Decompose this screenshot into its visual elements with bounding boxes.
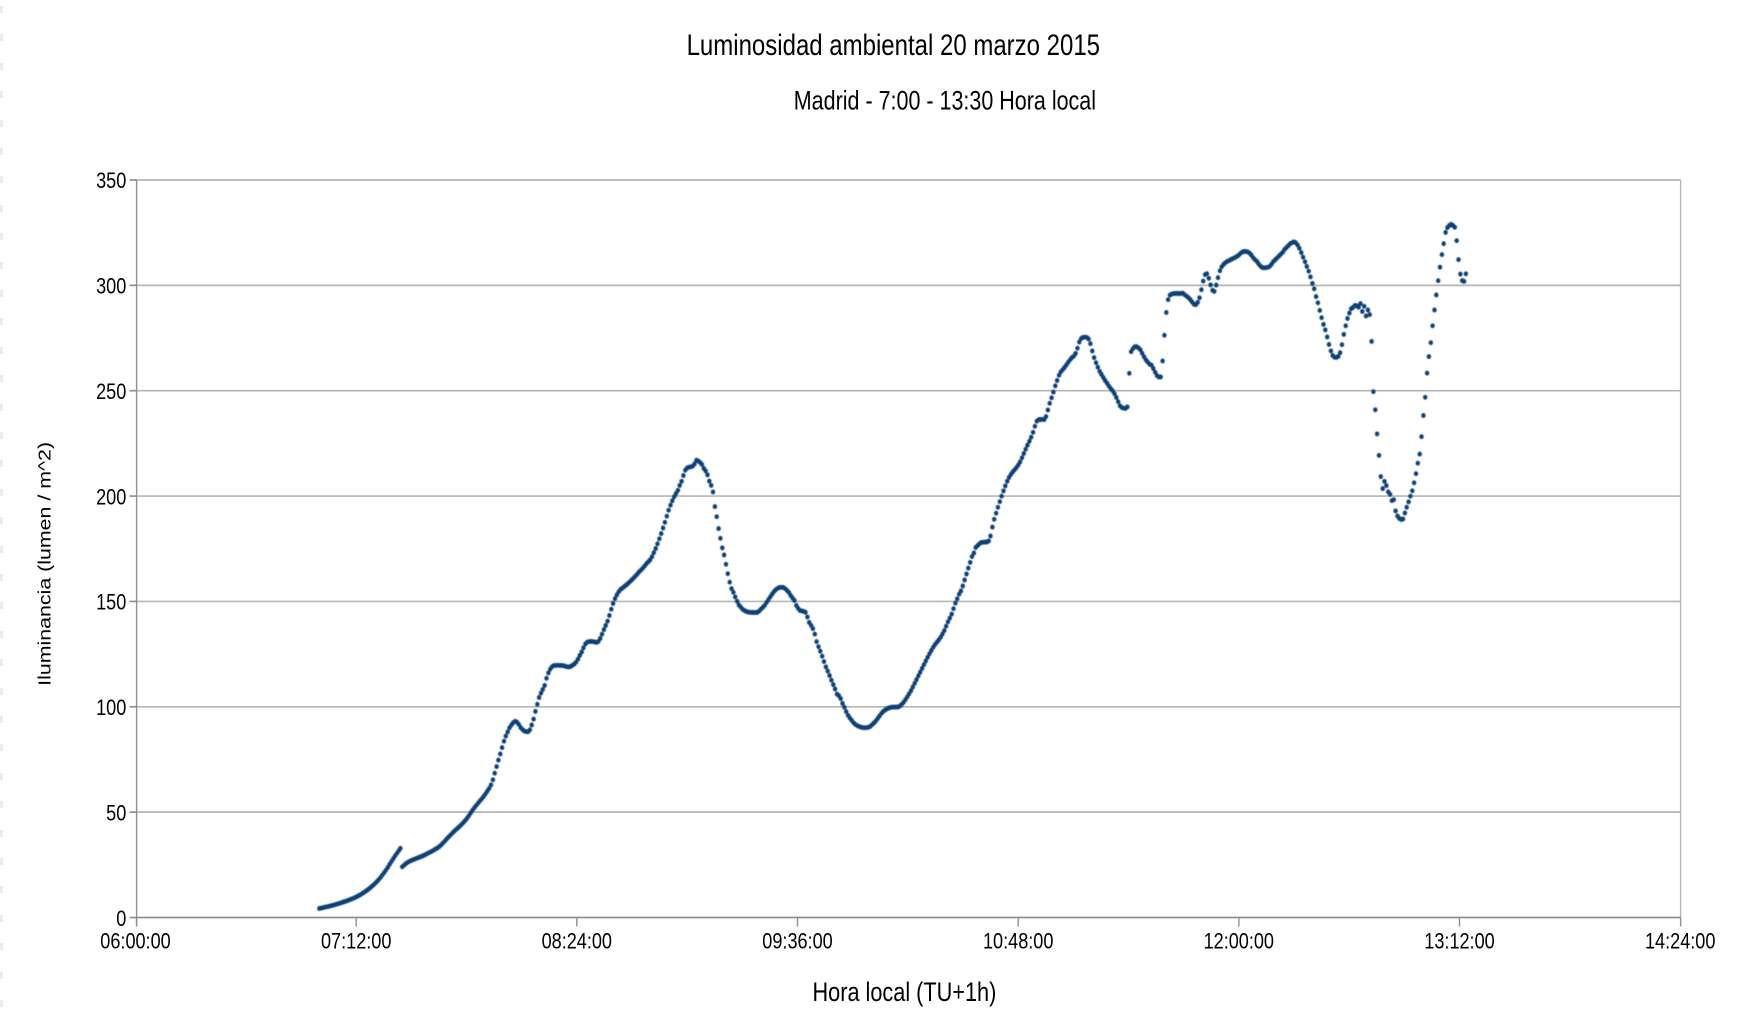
svg-text:300: 300 [96,274,126,299]
svg-text:09:36:00: 09:36:00 [762,928,832,953]
svg-text:Luminosidad ambiental 20 marzo: Luminosidad ambiental 20 marzo 2015 [687,28,1100,62]
svg-text:14:24:00: 14:24:00 [1645,928,1715,953]
svg-text:0: 0 [116,906,126,931]
svg-text:08:24:00: 08:24:00 [542,928,612,953]
svg-text:350: 350 [96,168,126,193]
svg-text:250: 250 [96,379,126,404]
svg-text:12:00:00: 12:00:00 [1204,928,1274,953]
svg-text:06:00:00: 06:00:00 [100,928,170,953]
svg-text:Hora local (TU+1h): Hora local (TU+1h) [813,978,997,1008]
svg-text:07:12:00: 07:12:00 [321,928,391,953]
svg-text:Madrid - 7:00 - 13:30 Hora loc: Madrid - 7:00 - 13:30 Hora local [794,86,1096,116]
svg-text:150: 150 [96,590,126,615]
svg-text:100: 100 [96,695,126,720]
svg-text:10:48:00: 10:48:00 [983,928,1053,953]
svg-text:13:12:00: 13:12:00 [1424,928,1494,953]
svg-text:200: 200 [96,484,126,509]
svg-text:Iluminancia (lumen / m^2): Iluminancia (lumen / m^2) [35,442,54,686]
svg-text:50: 50 [106,801,126,826]
